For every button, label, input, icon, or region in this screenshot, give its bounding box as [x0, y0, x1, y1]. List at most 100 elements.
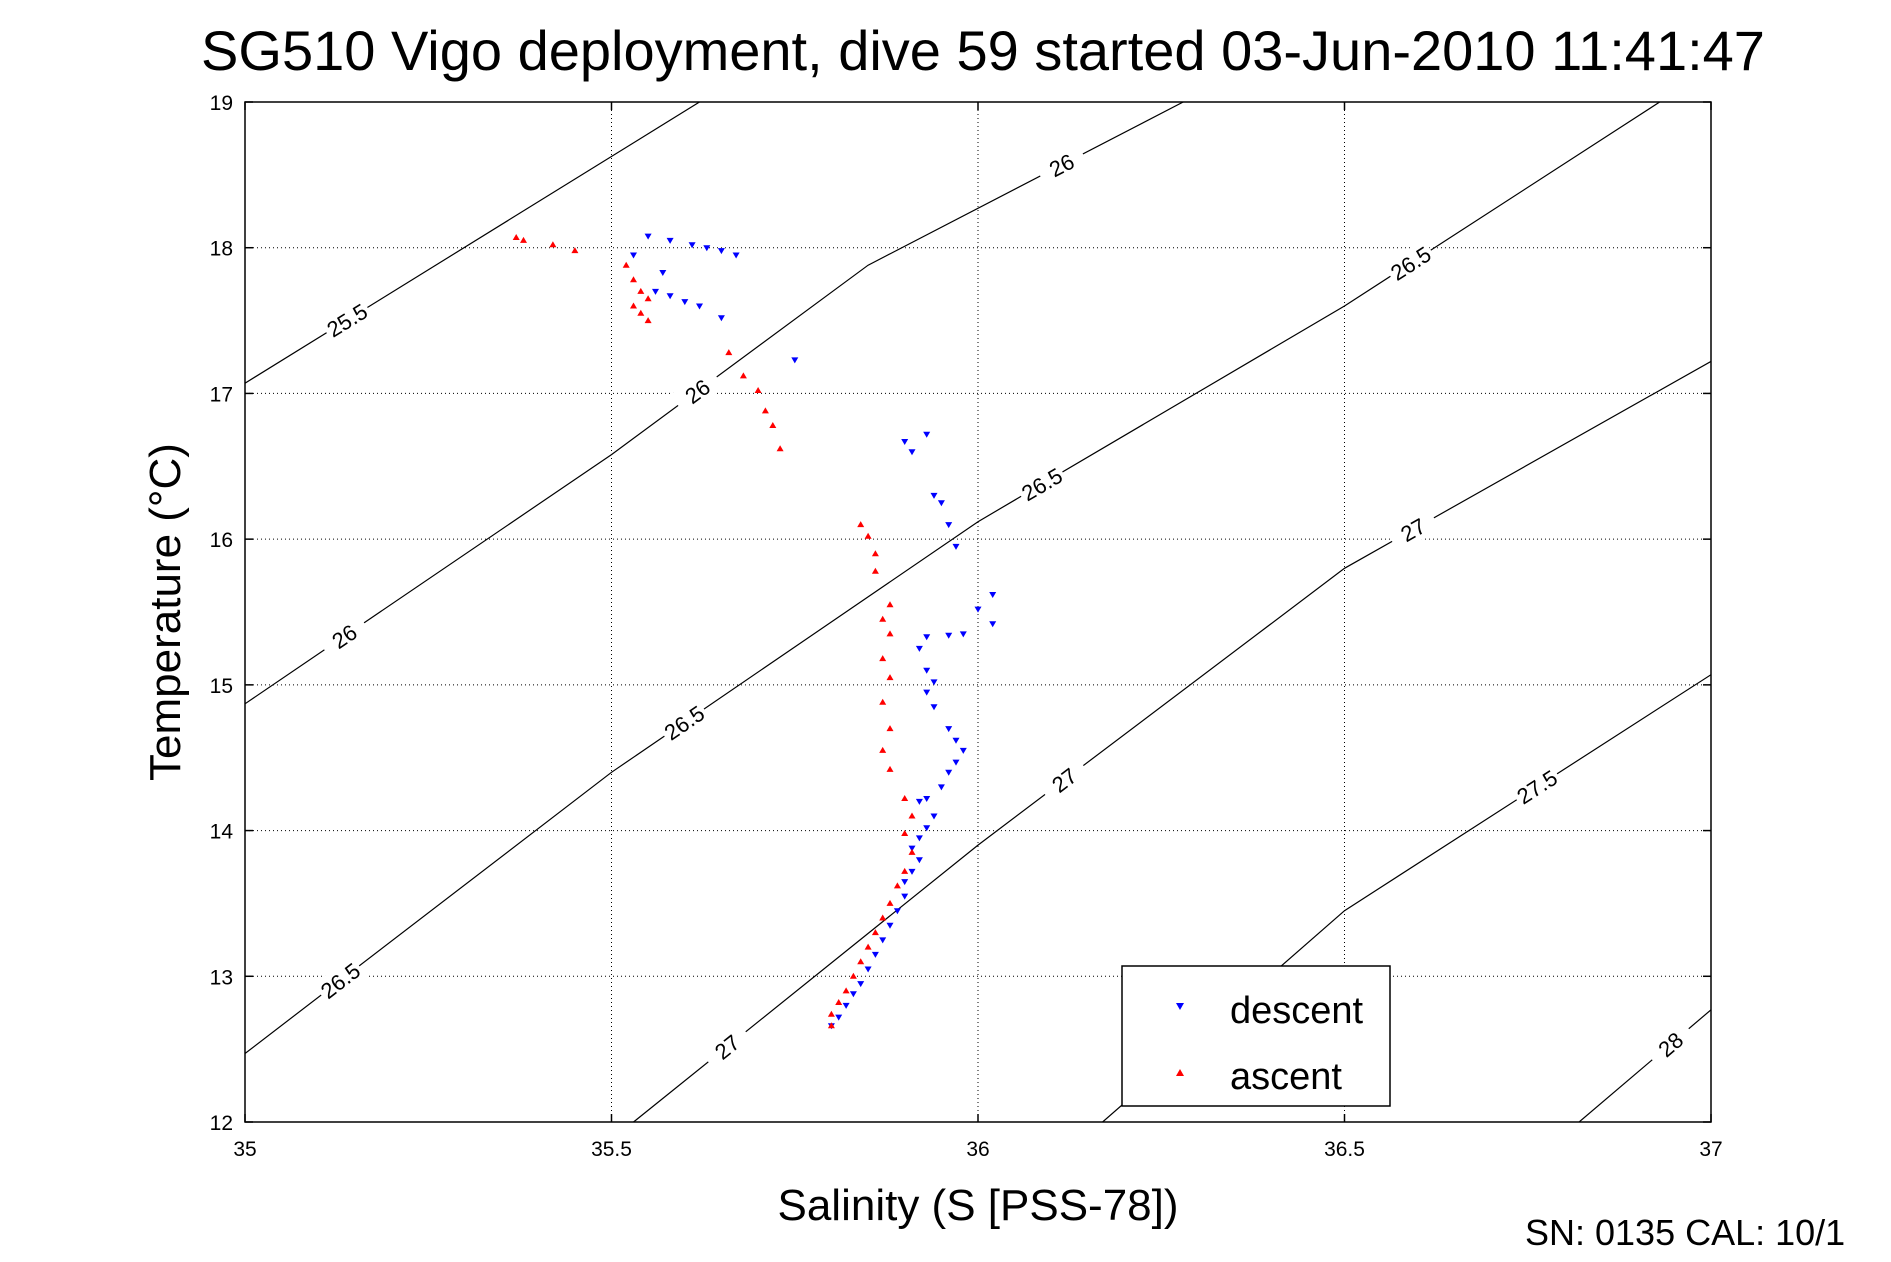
ascent-point [879, 698, 887, 705]
descent-point [908, 449, 916, 456]
descent-point [886, 922, 894, 929]
density-contour-line [245, 102, 1661, 1054]
x-tick-label: 36.5 [1324, 1138, 1365, 1161]
y-axis-ticks: 12 13 14 15 16 17 18 19 [210, 92, 1711, 1135]
descent-point [952, 737, 960, 744]
contour-label-bg [1509, 762, 1565, 811]
descent-point [901, 893, 909, 900]
legend-descent-marker [1176, 1003, 1184, 1010]
ascent-point [893, 882, 901, 889]
ascent-point [630, 276, 637, 283]
descent-point [871, 951, 879, 958]
ascent-point [901, 795, 909, 801]
descent-point [857, 981, 865, 988]
descent-point [915, 645, 923, 652]
descent-point [937, 500, 945, 507]
descent-point [915, 835, 923, 842]
ascent-point [879, 746, 887, 753]
x-tick-label: 37 [1699, 1138, 1722, 1161]
descent-point [842, 1002, 850, 1009]
density-contour-line [245, 102, 700, 384]
ascent-point [630, 302, 637, 309]
ascent-point [761, 407, 769, 414]
footer-serial-cal: SN: 0135 CAL: 10/1 [1525, 1212, 1845, 1253]
descent-point [930, 813, 938, 820]
descent-point [989, 592, 997, 598]
descent-point [945, 522, 953, 529]
descent-point [901, 439, 909, 445]
descent-point [901, 879, 909, 886]
descent-point [952, 759, 960, 766]
descent-point [915, 857, 923, 864]
ascent-point [512, 234, 520, 240]
ascent-point [769, 422, 777, 428]
ascent-point [864, 532, 872, 539]
descent-point [930, 679, 938, 686]
descent-point [923, 825, 931, 832]
contour-label-bg [317, 612, 372, 661]
y-tick-label: 13 [210, 966, 233, 989]
descent-point [630, 252, 637, 259]
density-contour-line [245, 102, 1184, 705]
y-tick-label: 12 [210, 1112, 233, 1135]
ascent-point [827, 1022, 835, 1029]
y-tick-label: 15 [210, 675, 233, 698]
descent-point [974, 606, 982, 613]
descent-point [923, 796, 931, 802]
x-tick-label: 36 [966, 1138, 989, 1161]
ascent-point [857, 958, 865, 965]
contour-label-bg [700, 1021, 754, 1072]
descent-point [923, 667, 931, 674]
ascent-point [637, 287, 645, 294]
contour-label-bg [319, 296, 375, 344]
descent-point [937, 784, 945, 791]
x-tick-label: 35 [233, 1138, 256, 1161]
descent-point [945, 769, 953, 776]
descent-point [681, 299, 689, 306]
grid-lines [245, 102, 1711, 1122]
ascent-point [849, 972, 857, 979]
data-series [512, 233, 997, 1030]
legend-ascent-marker [1176, 1069, 1184, 1076]
ascent-point [644, 317, 652, 324]
descent-point [930, 492, 938, 499]
descent-point [952, 543, 960, 550]
legend-descent-label: descent [1230, 990, 1364, 1032]
descent-point [688, 242, 696, 249]
contour-label-bg [1643, 1018, 1698, 1070]
y-tick-label: 16 [210, 529, 233, 552]
legend-box [1121, 965, 1391, 1107]
ascent-point [776, 445, 784, 452]
descent-point [945, 726, 953, 733]
descent-point [879, 937, 887, 944]
y-tick-label: 17 [210, 383, 233, 406]
ascent-point [549, 241, 557, 248]
descent-point [923, 431, 931, 438]
ascent-point [886, 899, 894, 906]
ascent-point [571, 247, 579, 254]
y-axis-label: Temperature (°C) [141, 443, 190, 781]
ascent-point [879, 914, 887, 921]
ascent-point [871, 567, 879, 574]
ascent-point [644, 295, 652, 302]
density-contour-line [633, 360, 1711, 1122]
descent-point [835, 1014, 843, 1021]
ascent-point [901, 867, 909, 874]
contour-label-bg [1385, 506, 1441, 553]
ascent-point [886, 725, 894, 732]
descent-point [732, 252, 740, 259]
ascent-point [739, 372, 747, 379]
descent-point [893, 908, 901, 915]
ascent-point [842, 987, 850, 994]
ascent-point [827, 1010, 835, 1017]
descent-point [915, 798, 923, 805]
descent-point [923, 689, 931, 696]
ascent-point [871, 550, 879, 557]
contour-label-bg [657, 698, 712, 747]
descent-point [945, 632, 953, 639]
descent-point [791, 357, 799, 364]
ascent-point [879, 655, 887, 662]
descent-point [717, 248, 725, 255]
legend-ascent-label: ascent [1230, 1056, 1342, 1098]
